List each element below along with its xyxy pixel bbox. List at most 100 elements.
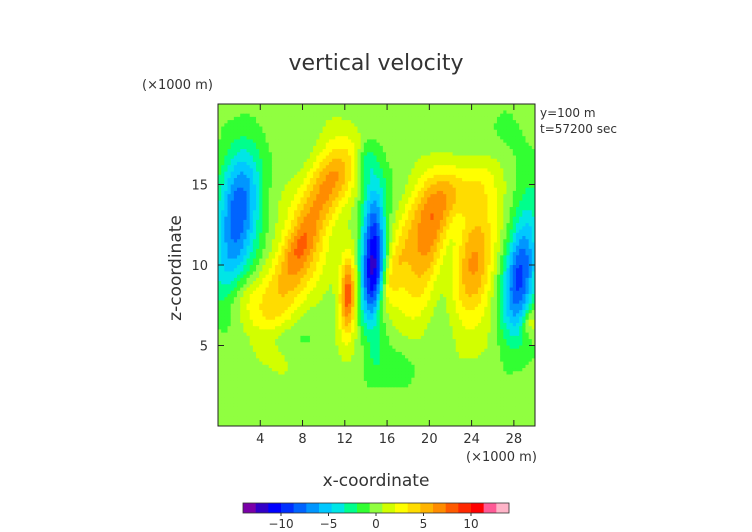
- field-cell: [408, 152, 412, 157]
- field-cell: [271, 126, 276, 131]
- field-cell: [256, 229, 260, 234]
- field-cell: [224, 190, 229, 195]
- field-cell: [281, 104, 286, 108]
- field-cell: [493, 178, 498, 182]
- field-cell: [531, 104, 536, 108]
- field-cell: [519, 210, 523, 214]
- field-cell: [411, 245, 416, 250]
- field-cell: [512, 219, 517, 224]
- field-cell: [319, 252, 324, 256]
- field-cell: [218, 255, 222, 260]
- field-cell: [259, 261, 263, 266]
- field-cell: [233, 158, 238, 163]
- field-cell: [500, 213, 504, 218]
- field-cell: [366, 216, 371, 221]
- field-cell: [446, 194, 450, 198]
- field-cell: [398, 236, 403, 240]
- field-cell: [376, 187, 381, 192]
- field-cell: [395, 178, 400, 182]
- field-cell: [322, 123, 327, 128]
- field-cell: [306, 129, 311, 134]
- field-cell: [439, 158, 444, 163]
- field-cell: [287, 139, 292, 144]
- field-cell: [221, 245, 225, 250]
- field-cell: [287, 132, 292, 137]
- field-cell: [500, 126, 504, 131]
- field-cell: [281, 120, 286, 124]
- field-cell: [341, 165, 346, 169]
- field-cell: [287, 152, 292, 157]
- field-cell: [509, 232, 514, 237]
- field-cell: [338, 107, 343, 111]
- field-cell: [468, 129, 473, 134]
- field-cell: [290, 178, 295, 182]
- field-cell: [227, 104, 232, 108]
- field-cell: [414, 226, 419, 231]
- field-cell: [265, 123, 270, 128]
- field-cell: [363, 197, 368, 202]
- field-cell: [439, 113, 444, 118]
- field-cell: [230, 178, 235, 182]
- field-cell: [414, 123, 419, 128]
- field-cell: [265, 255, 270, 260]
- field-cell: [452, 161, 457, 166]
- field-cell: [338, 197, 343, 202]
- field-cell: [420, 229, 425, 234]
- field-cell: [493, 239, 498, 243]
- field-cell: [395, 165, 400, 169]
- field-cell: [313, 255, 317, 260]
- field-cell: [230, 155, 235, 160]
- field-cell: [528, 200, 533, 205]
- field-cell: [496, 213, 501, 218]
- field-cell: [443, 168, 447, 173]
- field-cell: [303, 219, 308, 224]
- field-cell: [427, 242, 431, 247]
- field-cell: [230, 181, 235, 185]
- field-cell: [500, 242, 504, 247]
- field-cell: [522, 136, 526, 140]
- field-cell: [338, 161, 343, 166]
- field-cell: [249, 261, 254, 266]
- field-cell: [471, 184, 476, 189]
- field-cell: [512, 110, 517, 115]
- field-cell: [401, 120, 406, 124]
- field-cell: [309, 194, 314, 198]
- field-cell: [237, 255, 241, 260]
- field-cell: [506, 107, 511, 111]
- field-cell: [221, 248, 225, 253]
- field-cell: [332, 190, 336, 195]
- field-cell: [484, 245, 488, 250]
- field-cell: [382, 110, 387, 115]
- field-cell: [370, 158, 374, 163]
- field-cell: [515, 145, 520, 150]
- field-cell: [389, 194, 393, 198]
- field-cell: [278, 113, 282, 118]
- field-cell: [519, 232, 523, 237]
- field-cell: [256, 165, 260, 169]
- field-cell: [452, 255, 457, 260]
- field-cell: [506, 223, 511, 227]
- field-cell: [484, 168, 488, 173]
- field-cell: [408, 187, 412, 192]
- field-cell: [506, 161, 511, 166]
- field-cell: [462, 107, 466, 111]
- field-cell: [458, 219, 463, 224]
- field-cell: [309, 207, 314, 211]
- field-cell: [455, 239, 460, 243]
- field-cell: [452, 107, 457, 111]
- field-cell: [379, 242, 384, 247]
- field-cell: [370, 200, 374, 205]
- field-cell: [506, 152, 511, 157]
- field-cell: [300, 213, 305, 218]
- field-cell: [218, 232, 222, 237]
- field-cell: [509, 168, 514, 173]
- field-cell: [316, 258, 320, 263]
- field-cell: [290, 248, 295, 253]
- field-cell: [484, 184, 488, 189]
- field-cell: [528, 242, 533, 247]
- field-cell: [370, 110, 374, 115]
- field-cell: [427, 258, 431, 263]
- field-cell: [462, 219, 466, 224]
- field-cell: [474, 142, 479, 147]
- field-cell: [395, 129, 400, 134]
